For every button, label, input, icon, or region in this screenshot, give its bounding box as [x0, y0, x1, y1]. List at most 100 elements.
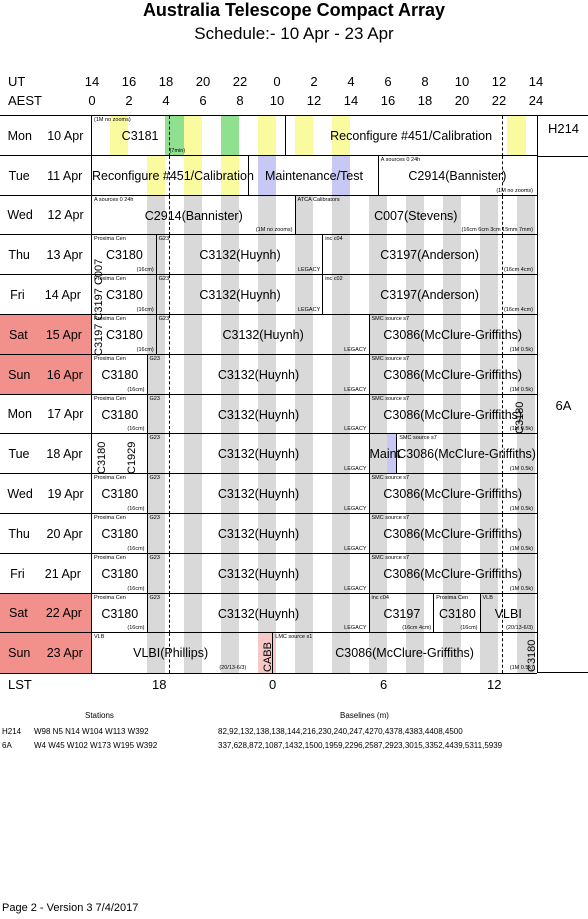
lst-marker: [501, 195, 503, 236]
day-of-week: Sat: [9, 606, 28, 621]
block-label: C3086(McClure-Griffiths): [383, 566, 523, 581]
block-label: C3132(Huynh): [217, 566, 300, 581]
time-strip: [368, 195, 387, 236]
block-note: SMC source s7: [371, 515, 410, 521]
schedule-block[interactable]: Maint: [368, 434, 400, 475]
schedule-block[interactable]: Reconfigure #451/Calibration: [285, 116, 536, 156]
time-strip: [331, 394, 350, 435]
schedule-block[interactable]: C3181 (1M no zooms) (7min): [91, 116, 188, 156]
schedule-block[interactable]: C3180 Proxima Cen (16cm): [433, 593, 480, 634]
block-note: (1M 0.5k): [509, 346, 533, 353]
time-strip: [479, 394, 498, 435]
schedule-block[interactable]: C3132(Huynh) G23 LEGACY: [146, 354, 370, 395]
block-label: C3086(McClure-Griffiths): [383, 367, 523, 382]
schedule-block[interactable]: C3086(McClure-Griffiths) SMC source s7 (1M…: [368, 514, 537, 554]
schedule-block[interactable]: C3197(Anderson) inc c02 (16cm 4cm): [322, 275, 536, 315]
schedule-block[interactable]: C3180 Proxima Cen (16cm): [91, 553, 148, 594]
schedule-block[interactable]: C3180 Proxima Cen (16cm): [91, 593, 148, 634]
schedule-block[interactable]: C3197(Anderson) inc c04 (16cm 4cm): [322, 235, 536, 276]
time-strip: [257, 514, 276, 554]
schedule-block[interactable]: C3086(McClure-Griffiths) LMC source s1 (1M…: [272, 633, 536, 674]
block-label: C3180: [101, 606, 139, 621]
vertical-label-c3180_wed: C3180: [96, 441, 108, 474]
schedule-block[interactable]: C3180 Proxima Cen (16cm): [91, 514, 148, 554]
lst-marker: [501, 633, 503, 674]
schedule-block[interactable]: Maintenance/Test: [248, 155, 379, 196]
schedule-block[interactable]: C3180 Proxima Cen (16cm): [91, 315, 157, 355]
time-strip: [368, 633, 387, 674]
schedule-block[interactable]: C3197 inc c04 (16cm 4cm): [368, 593, 435, 634]
block-note: (1M 0.5k): [509, 505, 533, 512]
schedule-block[interactable]: C3132(Huynh) G23 LEGACY: [146, 553, 370, 594]
schedule-block[interactable]: C3180 Proxima Cen (16cm): [91, 474, 148, 514]
schedule-block[interactable]: C3086(McClure-Griffiths) SMC source s7 (1M…: [368, 315, 537, 355]
block-label: C3180: [101, 487, 139, 502]
schedule-row: Thu 13 Apr C3180 Proxima Cen (16cm) C3132(Huy…: [0, 234, 537, 276]
schedule-block[interactable]: C3132(Huynh) G23 LEGACY: [146, 593, 370, 634]
time-strip: [183, 354, 202, 395]
block-label: Reconfigure #451/Calibration: [330, 129, 493, 143]
schedule-block[interactable]: C3086(McClure-Griffiths) SMC source s7 (1M…: [368, 553, 537, 594]
schedule-block[interactable]: C3086(McClure-Griffiths) SMC source s7 (1M…: [368, 394, 537, 435]
block-label: C3132(Huynh): [217, 487, 300, 502]
schedule-block[interactable]: C3132(Huynh) G23 LEGACY: [155, 315, 370, 355]
time-strip: [220, 514, 239, 554]
time-strip: [479, 633, 498, 674]
lst-marker: [501, 235, 503, 276]
time-strip: [220, 633, 239, 674]
lst-marker: [168, 593, 170, 634]
block-label: C3132(Huynh): [222, 328, 304, 342]
time-strip: [257, 195, 276, 236]
day-cell: Mon 17 Apr: [0, 394, 92, 435]
schedule-block[interactable]: C3180 Proxima Cen (16cm): [91, 235, 157, 276]
time-strip: [479, 195, 498, 236]
block-label: Reconfigure #451/Calibration: [92, 168, 254, 183]
schedule-block[interactable]: Reconfigure #451/Calibration: [91, 155, 254, 196]
schedule-block[interactable]: C3132(Huynh) G23 LEGACY: [146, 474, 370, 514]
time-strip: [516, 315, 535, 355]
ut-tick: 12: [491, 74, 507, 89]
schedule-block[interactable]: VLBI(Phillips) VLB (20/13-6/3): [91, 633, 249, 674]
array-stations: W4 W45 W102 W173 W195 W392: [34, 741, 158, 750]
time-strip: [479, 354, 498, 395]
schedule-block[interactable]: C3086(McClure-Griffiths) SMC source s7 (1M…: [368, 354, 537, 395]
schedule-block[interactable]: C2914(Bannister) A sources 0 24h (1M no zo…: [91, 195, 296, 236]
schedule-block[interactable]: C3180 Proxima Cen (16cm): [91, 354, 148, 395]
ut-tick: 8: [421, 74, 429, 89]
block-label: C3181: [121, 129, 159, 143]
schedule-block[interactable]: C3132(Huynh) G23 LEGACY: [146, 514, 370, 554]
time-strip: [516, 474, 535, 514]
time-strip: [331, 155, 350, 196]
ut-tick: 0: [273, 74, 281, 89]
schedule-block[interactable]: C007(Stevens) ATCA Calibrators (16cm 6cm 3…: [294, 195, 537, 236]
aest-tick: 20: [454, 93, 470, 108]
time-strip: [220, 394, 239, 435]
schedule-block[interactable]: C3132(Huynh) G23 LEGACY: [155, 235, 324, 276]
block-note: ATCA Calibrators: [297, 196, 340, 203]
schedule-block[interactable]: C3086(McClure-Griffiths) SMC source s7 (1M…: [396, 434, 536, 475]
time-strip: [220, 275, 239, 315]
aest-tick: 14: [343, 93, 359, 108]
aest-tick: 0: [88, 93, 96, 108]
schedule-row: Wed 19 Apr C3180 Proxima Cen (16cm) C3132(Huy…: [0, 473, 537, 514]
schedule-block[interactable]: C3132(Huynh) G23 LEGACY: [155, 275, 324, 315]
schedule-block[interactable]: VLBI VLB (20/13-6/3): [479, 593, 537, 634]
block-note: Proxima Cen: [94, 276, 126, 283]
lst-marker: [168, 354, 170, 395]
schedule-block[interactable]: C3086(McClure-Griffiths) SMC source s7 (1M…: [368, 474, 537, 514]
time-strip: [405, 394, 424, 435]
schedule-block[interactable]: C3180 Proxima Cen (16cm): [91, 275, 157, 315]
schedule-block[interactable]: C2914(Bannister) A sources 0 24h (1M no zo…: [377, 155, 536, 196]
day-date: 21 Apr: [44, 566, 81, 581]
day-of-week: Sat: [9, 327, 28, 342]
config-h214: H214: [547, 121, 580, 136]
schedule-block[interactable]: C3132(Huynh) G23 LEGACY: [146, 394, 370, 435]
schedule-block[interactable]: C3180 Proxima Cen (16cm): [91, 394, 148, 435]
lst-marker: [501, 474, 503, 514]
time-strip: [294, 394, 313, 435]
block-note: LEGACY: [344, 585, 367, 592]
lst-marker: [168, 474, 170, 514]
schedule-row: Sun 23 Apr VLBI(Phillips) VLB (20/13-6/3) C30…: [0, 632, 537, 675]
time-strip: [516, 394, 535, 435]
schedule-block[interactable]: C3132(Huynh) G23 LEGACY: [146, 434, 370, 475]
